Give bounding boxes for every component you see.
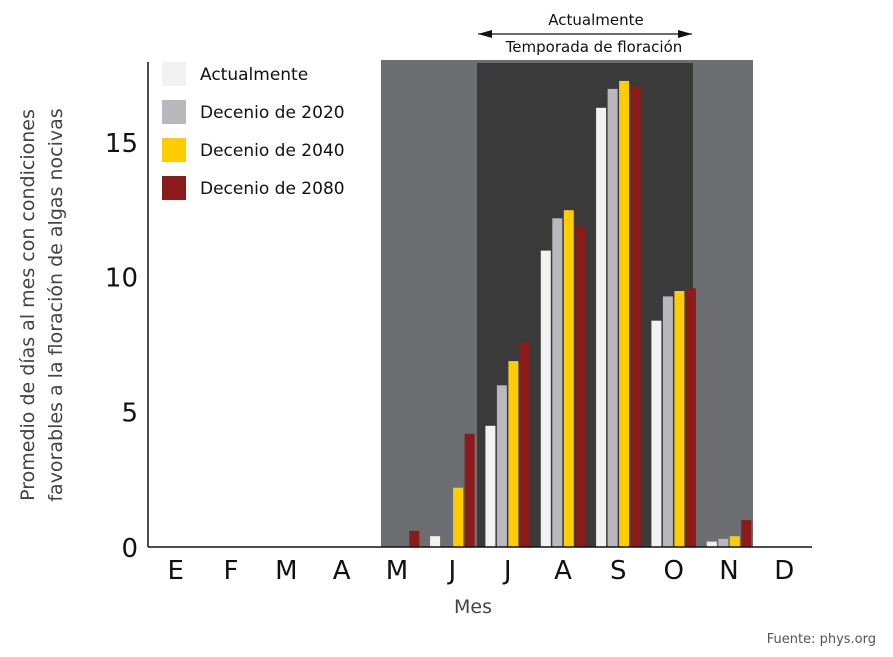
- y-axis-label-line-2: favorables a la floración de algas nociv…: [45, 108, 67, 501]
- bar-4-7: [519, 342, 530, 547]
- x-tick-label-4: A: [333, 556, 351, 586]
- x-tick-label-3: M: [275, 556, 297, 586]
- x-tick-label-11: N: [719, 556, 738, 586]
- bar-3-10: [674, 291, 685, 547]
- bar-1-8: [540, 250, 551, 547]
- bar-2-7: [496, 385, 507, 547]
- x-tick-label-9: S: [610, 556, 627, 586]
- legend-swatch-1: [162, 62, 186, 86]
- legend-swatch-2: [162, 100, 186, 124]
- bar-1-7: [485, 425, 496, 548]
- bloom-season-annotation: Temporada de floración: [505, 38, 683, 56]
- bar-4-8: [575, 226, 586, 547]
- x-tick-label-7: J: [502, 556, 512, 586]
- bar-1-11: [706, 541, 717, 547]
- x-tick-label-12: D: [774, 556, 794, 586]
- bar-3-7: [508, 361, 519, 547]
- x-tick-label-10: O: [663, 556, 683, 586]
- y-tick-label-0: 0: [121, 534, 138, 564]
- bar-4-11: [741, 520, 752, 547]
- x-tick-label-2: F: [224, 556, 239, 586]
- y-axis-label-line-1: Promedio de días al mes con condiciones: [17, 109, 39, 501]
- axes: 0 5 10 15 E F M A M J J A S O N D: [105, 62, 812, 586]
- source-credit: Fuente: phys.org: [767, 632, 876, 647]
- bar-1-9: [596, 107, 607, 548]
- legend-label-2: Decenio de 2020: [200, 103, 345, 123]
- bar-1-6: [430, 536, 441, 547]
- bar-3-11: [729, 536, 740, 547]
- y-tick-label-15: 15: [105, 129, 138, 159]
- bar-4-9: [630, 86, 641, 547]
- bar-4-5: [409, 530, 420, 547]
- bar-4-6: [464, 433, 475, 547]
- legend-label-3: Decenio de 2040: [200, 141, 345, 161]
- bar-4-10: [685, 288, 696, 547]
- y-tick-label-10: 10: [105, 264, 138, 294]
- x-axis-label: Mes: [454, 596, 492, 618]
- bar-2-8: [552, 218, 563, 548]
- x-tick-label-5: M: [386, 556, 408, 586]
- legend-swatch-4: [162, 176, 186, 200]
- x-tick-label-6: J: [446, 556, 456, 586]
- bar-1-10: [651, 320, 662, 547]
- bars: [409, 80, 752, 548]
- x-tick-label-1: E: [167, 556, 183, 586]
- legend-label-4: Decenio de 2080: [200, 179, 345, 199]
- bar-2-9: [607, 88, 618, 548]
- y-tick-label-5: 5: [121, 398, 138, 428]
- legend: Actualmente Decenio de 2020 Decenio de 204…: [162, 62, 345, 200]
- bar-2-11: [718, 538, 729, 547]
- legend-label-1: Actualmente: [200, 65, 308, 85]
- bar-2-10: [662, 296, 673, 547]
- bar-3-9: [619, 80, 630, 548]
- x-tick-label-8: A: [554, 556, 572, 586]
- bar-3-8: [563, 210, 574, 547]
- current-season-annotation: Actualmente: [548, 11, 643, 29]
- legend-swatch-3: [162, 138, 186, 162]
- bar-3-6: [453, 487, 464, 547]
